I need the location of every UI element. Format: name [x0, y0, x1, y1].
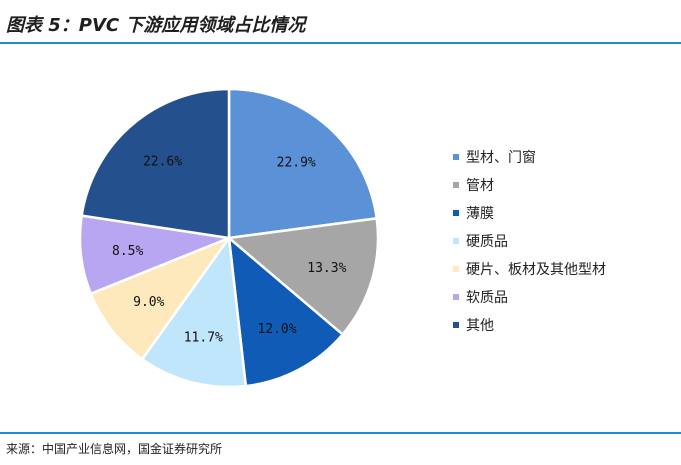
legend-item-3: 硬质品: [453, 227, 606, 255]
title-divider: [0, 42, 681, 44]
slice-data-label-1: 13.3%: [307, 261, 346, 276]
pie-chart: 22.9% 13.3% 12.0% 11.7% 9.0% 8.5% 22.6%: [78, 87, 380, 389]
slice-data-label-3: 11.7%: [184, 331, 223, 346]
pie-slice-4: [89, 236, 231, 361]
slice-data-label-0: 22.9%: [277, 155, 316, 170]
legend-label: 硬片、板材及其他型材: [466, 262, 606, 278]
legend-item-5: 软质品: [453, 283, 606, 311]
legend-label: 薄膜: [466, 206, 494, 222]
legend-label: 其他: [466, 318, 494, 334]
legend-swatch: [453, 322, 459, 328]
footer-divider: [0, 432, 681, 434]
legend-label: 软质品: [466, 290, 508, 306]
chart-legend: 型材、门窗管材薄膜硬质品硬片、板材及其他型材 软质品其他: [453, 143, 606, 339]
legend-item-0: 型材、门窗: [453, 143, 606, 171]
slice-data-label-5: 8.5%: [112, 244, 143, 259]
legend-swatch: [453, 238, 459, 244]
legend-swatch: [453, 294, 459, 300]
pie-slice-0: [227, 87, 378, 240]
pie-slice-6: [80, 87, 231, 240]
legend-swatch: [453, 210, 459, 216]
legend-item-1: 管材: [453, 171, 606, 199]
pie-slice-3: [140, 236, 248, 389]
slice-data-label-2: 12.0%: [257, 322, 296, 337]
chart-title: 图表 5：PVC 下游应用领域占比情况: [6, 15, 306, 36]
source-note: 来源：中国产业信息网，国金证券研究所: [6, 442, 223, 456]
slice-data-label-4: 9.0%: [133, 295, 164, 310]
legend-swatch: [453, 154, 459, 160]
legend-item-6: 其他: [453, 311, 606, 339]
legend-label: 管材: [466, 178, 494, 194]
legend-label: 型材、门窗: [466, 150, 536, 166]
legend-swatch: [453, 266, 459, 272]
legend-swatch: [453, 182, 459, 188]
legend-item-2: 薄膜: [453, 199, 606, 227]
legend-label: 硬质品: [466, 234, 508, 250]
legend-item-4: 硬片、板材及其他型材: [453, 255, 606, 283]
pie-slice-1: [227, 217, 380, 336]
pie-slice-2: [227, 236, 344, 388]
slice-data-label-6: 22.6%: [143, 155, 182, 170]
